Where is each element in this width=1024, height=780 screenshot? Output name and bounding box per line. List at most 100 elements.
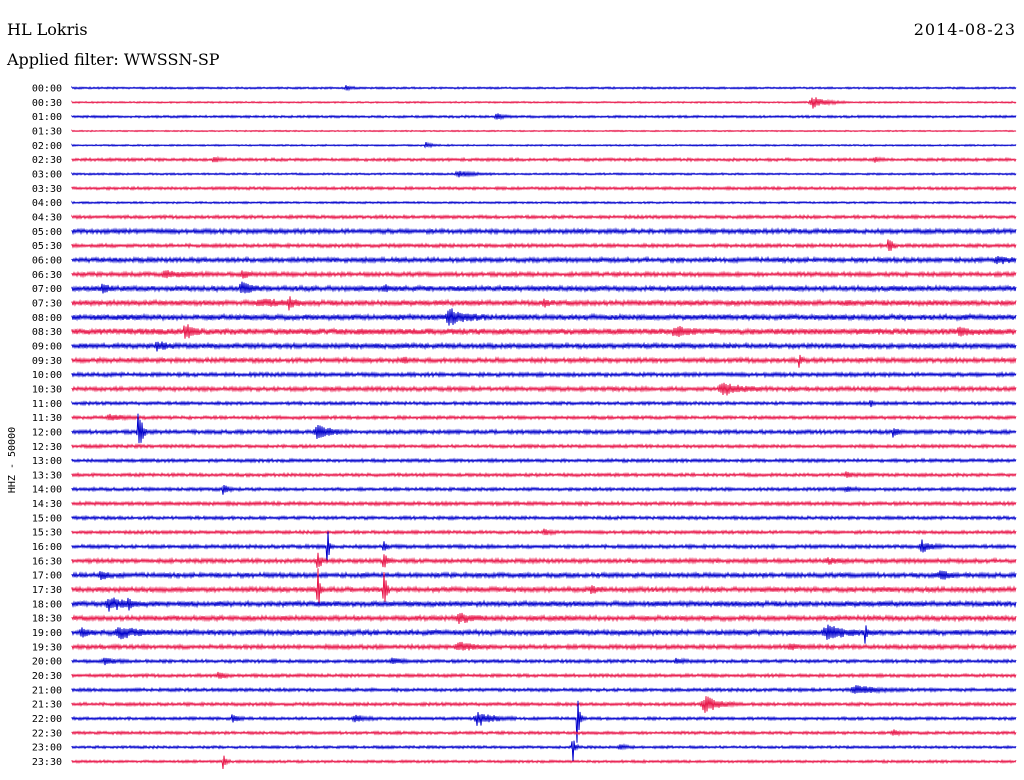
trace-line [71,129,1017,133]
trace-line [71,324,1017,339]
row-time-label: 08:30 [32,327,62,338]
trace-line [71,696,1017,713]
row-time-label: 10:30 [32,384,62,395]
trace-line [71,213,1017,221]
trace-line [71,641,1017,652]
row-time-label: 11:00 [32,399,62,410]
trace-line [71,270,1017,279]
row-time-label: 02:00 [32,141,62,152]
row-time-label: 08:00 [32,313,62,324]
trace-line [71,514,1017,522]
trace-line [71,612,1017,625]
row-time-label: 00:00 [32,84,62,95]
station-title: HL Lokris [7,20,88,39]
row-time-label: 09:30 [32,356,62,367]
trace-line [71,471,1017,479]
row-time-label: 16:00 [32,542,62,553]
trace-line [71,685,1017,695]
row-time-label: 12:30 [32,442,62,453]
trace-line [71,500,1017,508]
row-time-label: 04:00 [32,198,62,209]
row-time-label: 06:30 [32,270,62,281]
row-time-label: 02:30 [32,155,62,166]
row-time-label: 12:00 [32,427,62,438]
row-time-label: 22:30 [32,728,62,739]
trace-line [71,227,1017,236]
trace-line [71,85,1017,92]
row-time-label: 00:30 [32,98,62,109]
row-time-label: 03:30 [32,184,62,195]
trace-line [71,200,1017,205]
row-time-label: 18:00 [32,599,62,610]
y-axis-label: HHZ - 50000 [7,427,18,493]
row-time-label: 07:00 [32,284,62,295]
trace-line [71,255,1017,265]
row-time-label: 05:00 [32,227,62,238]
row-time-label: 09:00 [32,341,62,352]
trace-line [71,296,1017,311]
trace-line [71,568,1017,605]
row-time-label: 17:30 [32,585,62,596]
trace-line [71,170,1017,178]
row-time-label: 16:30 [32,556,62,567]
channel-label: HHZ - 50000 [7,427,18,493]
row-time-label: 01:00 [32,112,62,123]
trace-line [71,552,1017,568]
trace-line [71,700,1017,743]
row-time-label: 03:00 [32,169,62,180]
trace-line [71,413,1017,422]
trace-line [71,185,1017,192]
row-time-label: 23:30 [32,757,62,768]
row-time-label: 13:30 [32,470,62,481]
row-time-label: 19:30 [32,642,62,653]
trace-line [71,155,1017,163]
trace-group: 00:00 00:30 01:00 01:30 02:00 02:30 03:00 03:30… [32,84,1017,769]
row-time-label: 13:00 [32,456,62,467]
trace-line [71,354,1017,368]
row-time-label: 22:00 [32,714,62,725]
filter-label: Applied filter: WWSSN-SP [7,50,220,69]
trace-line [71,413,1017,444]
row-time-label: 05:30 [32,241,62,252]
row-time-label: 17:00 [32,571,62,582]
trace-line [71,141,1017,149]
row-time-label: 10:00 [32,370,62,381]
row-time-label: 18:30 [32,614,62,625]
row-time-label: 19:00 [32,628,62,639]
trace-line [71,485,1017,495]
trace-line [71,531,1017,564]
row-time-label: 11:30 [32,413,62,424]
trace-line [71,341,1017,352]
trace-line [71,597,1017,612]
row-time-label: 23:00 [32,743,62,754]
row-time-label: 14:00 [32,485,62,496]
row-time-label: 01:30 [32,126,62,137]
row-time-label: 20:00 [32,657,62,668]
row-time-label: 15:30 [32,528,62,539]
row-time-label: 20:30 [32,671,62,682]
trace-line [71,370,1017,379]
trace-line [71,671,1017,680]
trace-line [71,400,1017,408]
trace-line [71,97,1017,109]
trace-line [71,528,1017,537]
trace-line [71,382,1017,396]
trace-line [71,755,1017,769]
trace-line [71,729,1017,737]
trace-line [71,281,1017,294]
trace-line [71,308,1017,326]
trace-line [71,113,1017,121]
trace-line [71,443,1017,450]
trace-line [71,570,1017,581]
trace-line [71,740,1017,762]
trace-line [71,239,1017,251]
row-time-label: 14:30 [32,499,62,510]
row-time-label: 07:30 [32,298,62,309]
row-time-label: 15:00 [32,513,62,524]
row-time-label: 06:00 [32,255,62,266]
row-time-label: 21:00 [32,685,62,696]
record-date: 2014-08-23 [913,20,1016,39]
trace-line [71,657,1017,666]
row-time-label: 21:30 [32,700,62,711]
